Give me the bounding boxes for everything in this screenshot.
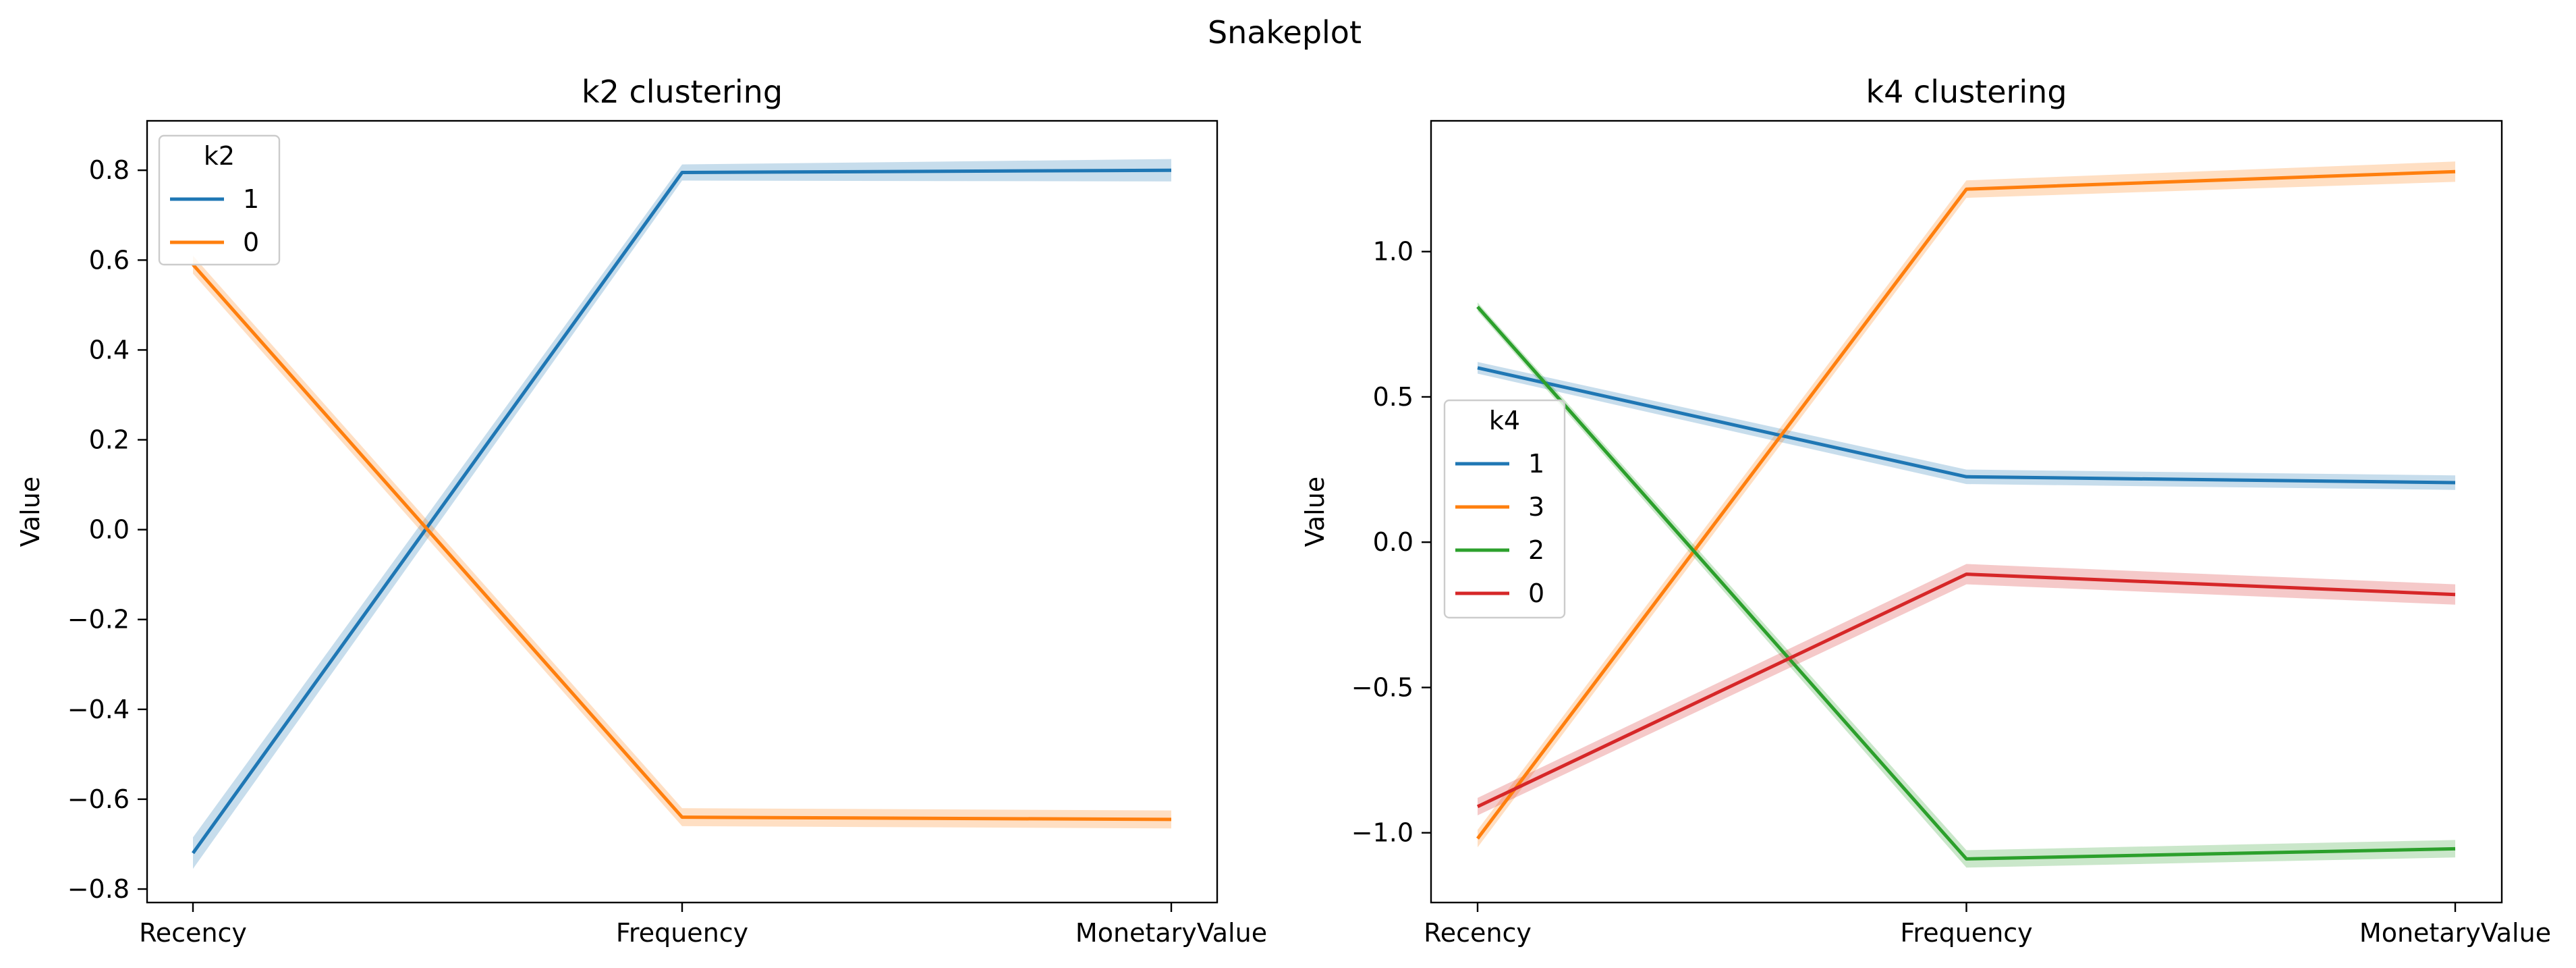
legend-label-1: 1 [243, 184, 259, 214]
series-1-line [1477, 366, 2456, 485]
legend-label-0: 0 [1528, 579, 1544, 608]
series-1-ci-band [193, 159, 1171, 869]
y-tick-label: −1.0 [1351, 818, 1413, 848]
legend-box [1443, 399, 1566, 619]
legend: k4 1 3 2 0 [1443, 399, 1566, 619]
y-tick-label: −0.4 [67, 695, 130, 724]
series-0-ci-band [193, 255, 1171, 829]
legend-title: k2 [204, 141, 235, 171]
figure-suptitle: Snakeplot [1208, 14, 1362, 51]
legend-label-2: 2 [1528, 535, 1544, 565]
y-tick-label: 0.6 [89, 245, 130, 275]
y-tick-label: −0.6 [67, 784, 130, 814]
series-1-line [191, 168, 1172, 855]
y-tick-label: 0.0 [1373, 527, 1413, 557]
y-tick-label: 0.5 [1373, 382, 1413, 412]
x-tick-label: Frequency [616, 918, 748, 948]
series-3-line [1476, 169, 2456, 840]
x-tick-label: Recency [1424, 918, 1532, 948]
y-tick-label: 1.0 [1373, 237, 1413, 267]
y-tick-label: 0.4 [89, 335, 130, 365]
y-tick-label: 0.8 [89, 155, 130, 185]
chart-panel-2: Recency Frequency MonetaryValue 1.0 0.5 0.0 −0… [1300, 74, 2551, 948]
chart-title: k2 clustering [582, 74, 783, 110]
legend-label-0: 0 [243, 227, 259, 257]
legend: k2 1 0 [158, 134, 281, 266]
y-tick-label: 0.2 [89, 425, 130, 455]
series-0-line [1476, 572, 2456, 809]
chart-title: k4 clustering [1866, 74, 2067, 110]
legend-label-1: 1 [1528, 449, 1544, 479]
x-tick-label: Frequency [1900, 918, 2032, 948]
legend-label-3: 3 [1528, 492, 1544, 522]
series-1-ci-band [1478, 362, 2455, 490]
x-tick-label: MonetaryValue [1075, 918, 1267, 948]
y-axis-label: Value [16, 477, 45, 547]
axes-frame [146, 119, 1219, 904]
y-tick-label: 0.0 [89, 515, 130, 545]
y-tick-label: −0.2 [67, 605, 130, 635]
y-tick-label: −0.8 [67, 874, 130, 904]
chart-panel-1: Recency Frequency MonetaryValue 0.8 0.6 0.4 0.… [16, 74, 1267, 948]
x-tick-label: Recency [139, 918, 247, 948]
y-tick-label: −0.5 [1351, 672, 1413, 702]
axes-frame [1430, 119, 2503, 904]
y-axis-label: Value [1300, 477, 1330, 547]
x-tick-label: MonetaryValue [2359, 918, 2551, 948]
series-0-ci-band [1478, 564, 2455, 815]
series-0-line [192, 263, 1172, 822]
legend-title: k4 [1489, 406, 1520, 435]
series-2-line [1476, 305, 2456, 861]
